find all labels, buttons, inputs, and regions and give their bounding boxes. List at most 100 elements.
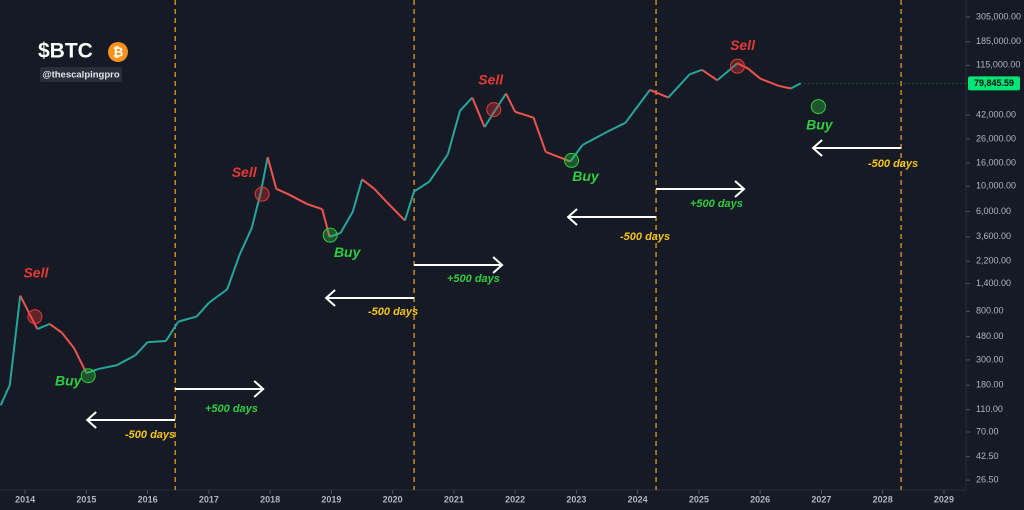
price-segment <box>49 323 63 334</box>
price-segment <box>413 180 430 193</box>
price-segment <box>351 179 363 212</box>
price-segment <box>667 73 691 99</box>
signal-circle <box>322 227 338 243</box>
y-tick-label: 6,000.00 <box>976 206 1011 216</box>
y-tick-label: 2,200.00 <box>976 256 1011 266</box>
x-tick-label: 2029 <box>934 494 954 504</box>
price-segment <box>321 208 331 238</box>
price-segment <box>288 193 308 205</box>
signal-circle <box>564 152 580 168</box>
price-segment <box>459 96 474 112</box>
cycle-label: -500 days <box>868 158 918 170</box>
y-tick-label: 1,400.00 <box>976 278 1011 288</box>
price-segment <box>61 332 75 349</box>
price-segment <box>147 339 167 344</box>
arrow-head <box>811 139 823 157</box>
signal-label: Buy <box>334 244 362 260</box>
y-tick-label: 480.00 <box>976 331 1004 341</box>
x-tick-label: 2018 <box>260 494 280 504</box>
x-tick-label: 2026 <box>750 494 770 504</box>
x-tick-label: 2027 <box>811 494 831 504</box>
price-segment <box>701 68 718 82</box>
y-tick-label: 305,000.00 <box>976 11 1021 21</box>
price-segment <box>208 288 228 304</box>
price-segment <box>86 368 99 375</box>
price-segment <box>545 151 571 163</box>
btc-icon <box>108 42 128 62</box>
price-segment <box>259 156 269 192</box>
signal-label: Sell <box>478 71 504 87</box>
price-segment <box>306 202 323 211</box>
y-tick-label: 26,000.00 <box>976 133 1016 143</box>
author: @thescalpingpro <box>42 70 120 81</box>
header-title: $BTC <box>38 40 93 63</box>
signal-circle <box>486 102 502 118</box>
price-segment <box>606 121 626 133</box>
signal-circle <box>80 368 96 384</box>
y-tick-label: 115,000.00 <box>976 60 1020 70</box>
y-tick-label: 300.00 <box>976 354 1004 364</box>
price-segment <box>27 310 39 330</box>
price-segment <box>0 384 11 406</box>
price-segment <box>737 62 749 70</box>
x-tick-label: 2028 <box>873 494 893 504</box>
signal-label: Sell <box>232 164 258 180</box>
x-tick-label: 2021 <box>444 494 464 504</box>
price-segment <box>716 62 739 82</box>
y-tick-label: 26.50 <box>976 474 999 484</box>
price-segment <box>689 68 703 76</box>
price-segment <box>73 347 88 374</box>
arrow-head <box>566 208 578 226</box>
x-tick-label: 2014 <box>15 494 35 504</box>
last-price-label: 79,845.59 <box>974 78 1014 88</box>
x-tick-label: 2022 <box>505 494 525 504</box>
price-segment <box>250 191 262 229</box>
price-segment <box>134 341 149 356</box>
y-tick-label: 42.50 <box>976 451 999 461</box>
price-segment <box>165 321 180 342</box>
y-tick-label: 3,600.00 <box>976 231 1011 241</box>
price-segment <box>403 191 416 221</box>
signal-circle <box>254 186 270 202</box>
price-segment <box>98 364 118 370</box>
arrow-head <box>324 289 336 307</box>
price-segment <box>649 88 669 99</box>
cycle-label: -500 days <box>620 231 670 243</box>
price-segment <box>505 93 517 113</box>
y-tick-label: 185,000.00 <box>976 36 1021 46</box>
price-segment <box>532 117 547 153</box>
y-tick-label: 70.00 <box>976 426 999 436</box>
author-box <box>40 67 122 82</box>
arrow-head <box>85 411 97 429</box>
signal-circle <box>730 58 746 74</box>
y-tick-label: 800.00 <box>976 306 1004 316</box>
price-segment <box>582 130 608 146</box>
y-tick-label: 42,000.00 <box>976 110 1016 120</box>
signal-circle <box>810 99 826 115</box>
x-tick-label: 2019 <box>321 494 341 504</box>
signal-label: Sell <box>730 37 756 53</box>
price-segment <box>446 110 461 155</box>
last-price-box <box>968 76 1020 91</box>
price-segment <box>195 302 210 318</box>
signal-label: Buy <box>55 372 83 388</box>
price-segment <box>361 178 375 190</box>
arrow-head <box>253 380 265 398</box>
price-segment <box>569 144 584 163</box>
price-segment <box>116 354 136 367</box>
price-segment <box>759 77 779 87</box>
price-segment <box>19 295 30 312</box>
y-tick-label: 110.00 <box>976 404 1003 414</box>
signal-label: Buy <box>572 168 600 184</box>
y-tick-label: 180.00 <box>976 380 1004 390</box>
cycle-label: +500 days <box>447 273 500 285</box>
price-segment <box>8 295 22 386</box>
price-segment <box>514 110 534 119</box>
x-tick-label: 2017 <box>199 494 219 504</box>
price-segment <box>373 188 388 203</box>
x-tick-label: 2015 <box>76 494 96 504</box>
price-segment <box>238 227 253 256</box>
price-segment <box>329 231 341 238</box>
